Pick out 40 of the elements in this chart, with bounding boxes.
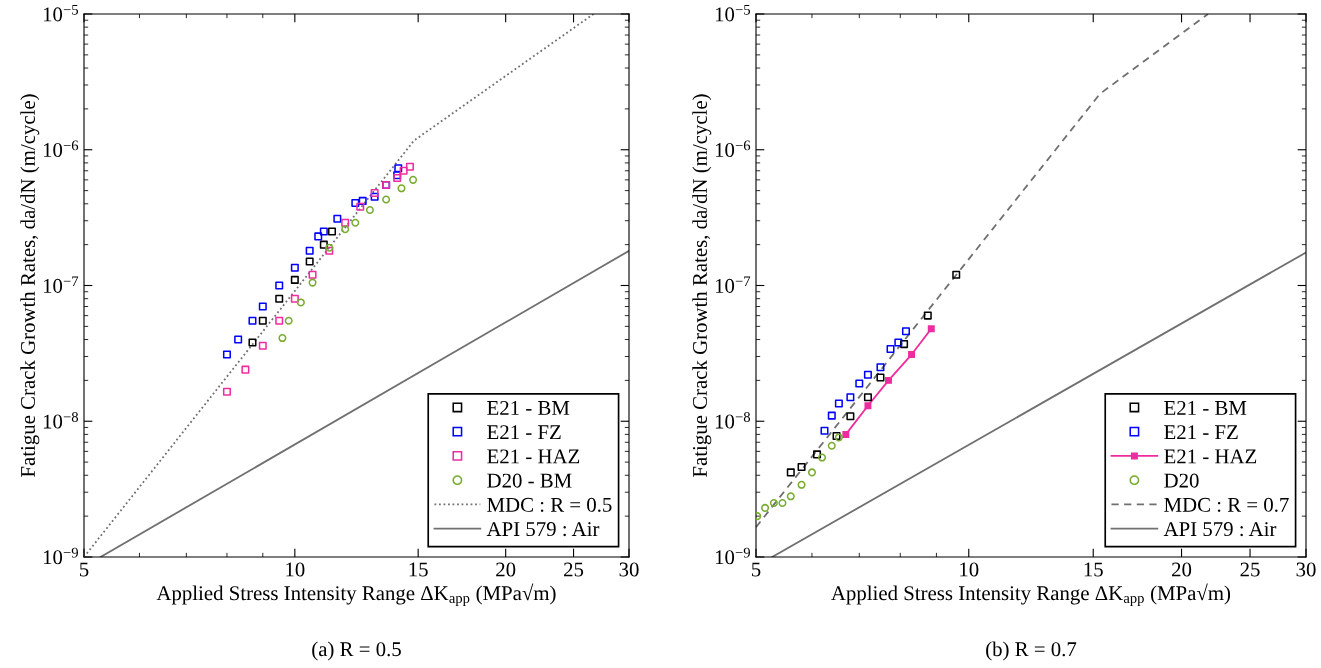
y-tick-label: 10$^{−5}$ [43,4,78,22]
x-tick-label: 5 [80,562,89,577]
y-axis-title: Fatigue Crack Growth Rates, da/dN (m/cycle) [20,94,40,477]
text: (a) R = 0.5 [312,641,401,661]
x-tick-label: 25 [564,562,584,577]
y-tick-label: 10$^{−9}$ [43,547,78,565]
legend-label: E21 - HAZ [487,449,580,464]
x-axis-title: Applied Stress Intensity Range ΔK$_{app}$ (MPa√m) [156,583,556,606]
legend-label: E21 - FZ [1164,425,1238,439]
x-tick-label: 30 [619,562,639,577]
legend-label: API 579 : Air [1163,522,1277,537]
legend-label: D20 [1164,473,1199,488]
x-tick-label: 15 [409,562,428,577]
x-tick-label: 10 [960,562,979,577]
legend-label: MDC : R = 0.5 [487,497,612,512]
legend-label: E21 - BM [487,400,570,415]
legend-label: E21 - FZ [487,425,561,439]
x-tick-label: 10 [286,562,305,577]
legend-label: D20 - BM [487,473,572,488]
x-tick-label: 5 [752,562,761,577]
x-tick-label: 20 [1172,562,1192,577]
x-tick-label: 20 [496,562,516,577]
legend-label: MDC : R = 0.7 [1164,497,1289,512]
y-tick-label: 10$^{−7}$ [715,276,751,293]
y-tick-label: 10$^{−6}$ [43,140,79,158]
y-tick-label: 10$^{−8}$ [715,412,751,429]
y-tick-label: 10$^{−9}$ [715,547,750,565]
x-tick-label: 15 [1084,562,1103,577]
y-tick-label: 10$^{−7}$ [43,276,79,293]
x-tick-label: 30 [1296,562,1316,577]
y-tick-label: 10$^{−8}$ [43,412,79,429]
y-tick-label: 10$^{−5}$ [715,4,750,22]
x-tick-label: 25 [1240,562,1260,577]
text: (b) R = 0.7 [986,641,1077,661]
legend-label: E21 - BM [1164,400,1247,415]
y-tick-label: 10$^{−6}$ [715,140,751,158]
legend-label: API 579 : Air [486,522,600,537]
legend-label: E21 - HAZ [1164,449,1257,464]
y-axis-title: Fatigue Crack Growth Rates, da/dN (m/cycle) [692,94,712,477]
x-axis-title: Applied Stress Intensity Range ΔK$_{app}$ (MPa√m) [831,583,1231,606]
